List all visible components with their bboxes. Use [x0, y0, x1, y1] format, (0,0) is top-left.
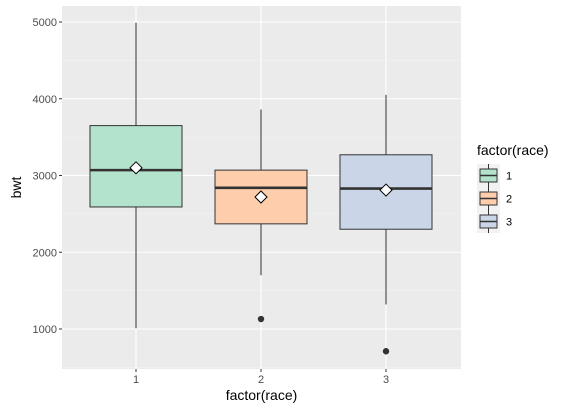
- y-tick-label: 4000: [33, 94, 57, 106]
- axis-layer: 1000 2000 3000 4000 5000 1 2 3: [33, 17, 390, 386]
- legend-label: 1: [506, 171, 512, 183]
- mean-marker: [129, 161, 143, 175]
- legend-title: factor(race): [477, 142, 549, 158]
- box-1: [89, 22, 183, 329]
- x-tick-label: 2: [258, 374, 264, 386]
- outlier-point: [382, 348, 390, 355]
- y-tick-label: 1000: [33, 324, 57, 336]
- y-tick-label: 3000: [33, 171, 57, 183]
- y-tick-label: 5000: [33, 17, 57, 29]
- legend-label: 3: [506, 217, 512, 229]
- legend-item-1: 1: [477, 164, 512, 187]
- x-axis-label: factor(race): [226, 387, 298, 403]
- mean-marker: [379, 183, 393, 197]
- x-tick-label: 1: [133, 374, 139, 386]
- box-2: [214, 109, 308, 323]
- box-3: [339, 94, 433, 355]
- y-tick-label: 2000: [33, 247, 57, 259]
- legend-item-3: 3: [477, 210, 512, 233]
- box-layer: [89, 22, 433, 355]
- outlier-point: [257, 315, 265, 323]
- legend-label: 2: [506, 194, 512, 206]
- legend-item-2: 2: [477, 187, 512, 210]
- x-tick-label: 3: [383, 374, 389, 386]
- legend-items: 1 2 3: [477, 164, 512, 233]
- legend: factor(race) 1 2 3: [477, 142, 549, 233]
- mean-marker: [254, 190, 268, 204]
- y-axis-label: bwt: [8, 177, 24, 199]
